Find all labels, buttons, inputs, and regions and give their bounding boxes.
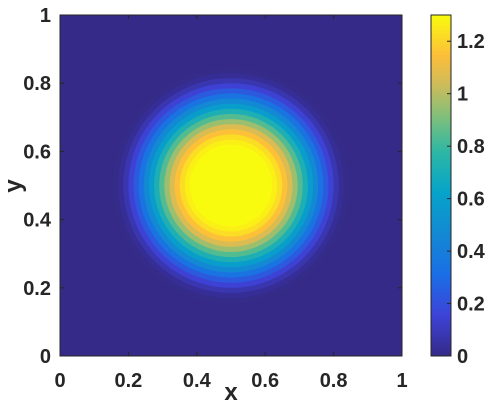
colorbar-gradient	[430, 14, 452, 357]
heatmap-rings	[107, 62, 355, 309]
x-tick-label: 0.8	[320, 370, 348, 392]
colorbar-tick-label: 1	[457, 84, 468, 106]
colorbar-tick-label: 0	[457, 346, 468, 368]
colorbar: 0 0.2 0.4 0.6 0.8 1 1.2	[430, 14, 486, 368]
y-tick-label: 0.2	[23, 278, 51, 300]
colorbar-tick-label: 0.2	[457, 294, 485, 316]
plot-frame	[59, 14, 403, 357]
y-tick-label: 1	[40, 5, 51, 27]
y-tick-label: 0	[40, 346, 51, 368]
x-axis-label: x	[224, 379, 238, 403]
colorbar-tick-label: 0.4	[457, 241, 486, 263]
y-tick-label: 0.8	[23, 73, 51, 95]
contour-peak	[189, 144, 273, 227]
y-tick-label: 0.6	[23, 141, 51, 163]
colorbar-tick-label: 0.8	[457, 136, 485, 158]
y-axis-label: y	[0, 179, 27, 193]
x-tick-label: 0	[54, 370, 65, 392]
x-axis-ticks: 0 0.2 0.4 0.6 0.8 1	[54, 15, 408, 392]
y-tick-label: 0.4	[23, 210, 52, 232]
x-tick-label: 0.6	[251, 370, 279, 392]
plot-area	[59, 14, 403, 357]
x-tick-label: 0.2	[114, 370, 142, 392]
x-tick-label: 1	[396, 370, 407, 392]
colorbar-ticks: 0 0.2 0.4 0.6 0.8 1 1.2	[447, 31, 486, 368]
y-axis-ticks: 0 0.2 0.4 0.6 0.8 1	[23, 5, 402, 368]
x-tick-label: 0.4	[183, 370, 212, 392]
colorbar-tick-label: 1.2	[457, 31, 485, 53]
colorbar-tick-label: 0.6	[457, 189, 485, 211]
